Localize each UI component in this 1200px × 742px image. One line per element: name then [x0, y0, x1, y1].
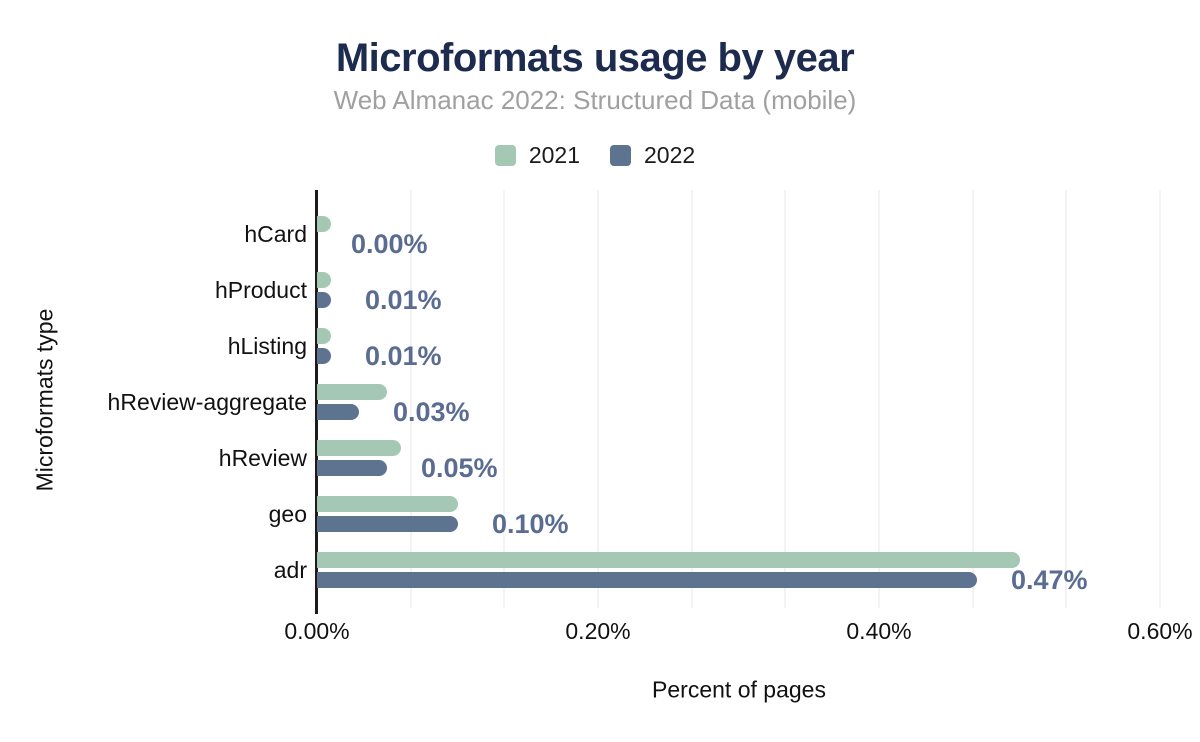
data-label: 0.03%	[393, 397, 470, 427]
category-label: hCard	[244, 221, 307, 247]
category-label: hReview-aggregate	[107, 389, 307, 415]
gridline	[503, 190, 506, 608]
data-label: 0.05%	[421, 453, 498, 483]
gridline	[971, 190, 974, 608]
bar-2022	[317, 292, 331, 308]
data-label: 0.10%	[492, 509, 569, 539]
gridline	[1159, 190, 1161, 608]
bar-2022	[317, 348, 331, 364]
gridline	[597, 190, 599, 608]
category-label: geo	[268, 501, 307, 527]
bar-2021	[317, 496, 458, 512]
bar-2022	[317, 516, 458, 532]
category-label: hProduct	[214, 277, 307, 303]
y-axis-title: Microformats type	[31, 308, 58, 492]
gridline	[409, 190, 412, 608]
bar-2022	[317, 460, 387, 476]
category-label: hListing	[227, 333, 307, 359]
bar-2021	[317, 552, 1020, 568]
chart-subtitle: Web Almanac 2022: Structured Data (mobil…	[333, 85, 857, 115]
legend-swatch-2021-icon	[494, 145, 516, 166]
legend-label-2022: 2022	[644, 142, 696, 168]
legend-label-2021: 2021	[528, 142, 580, 168]
x-axis-tick-label: 0.60%	[1127, 618, 1193, 644]
bar-2021	[317, 272, 331, 288]
chart-legend: 2021 2022	[0, 142, 1190, 169]
gridline	[784, 190, 787, 608]
data-label: 0.01%	[365, 285, 442, 315]
x-axis-tick-label: 0.20%	[565, 618, 631, 644]
x-axis-tick-label: 0.00%	[284, 618, 350, 644]
legend-swatch-2022-icon	[610, 145, 631, 166]
bar-2021	[317, 440, 401, 456]
bar-2022	[317, 404, 359, 420]
category-label: adr	[273, 557, 307, 583]
chart-title: Microformats usage by year	[335, 36, 855, 80]
y-axis-line	[315, 190, 318, 614]
bar-2021	[317, 328, 331, 344]
x-axis-title: Percent of pages	[652, 676, 826, 703]
data-label: 0.47%	[1011, 565, 1088, 595]
legend-item-2022: 2022	[610, 142, 695, 169]
bar-2021	[317, 216, 331, 232]
bar-2022	[317, 572, 977, 588]
gridline	[878, 190, 880, 608]
data-label: 0.01%	[365, 341, 442, 371]
x-axis-tick-label: 0.40%	[846, 618, 912, 644]
data-label: 0.00%	[351, 229, 428, 259]
legend-item-2021: 2021	[494, 142, 580, 169]
gridline	[690, 190, 693, 608]
category-label: hReview	[218, 445, 307, 471]
gridline	[1065, 190, 1068, 608]
bar-2021	[317, 384, 387, 400]
